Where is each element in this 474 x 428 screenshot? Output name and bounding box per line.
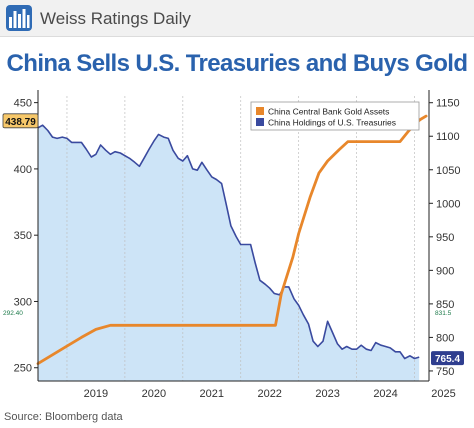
- x-tick-label-2023: 2023: [315, 388, 339, 400]
- legend-label-treasuries: China Holdings of U.S. Treasuries: [268, 118, 396, 128]
- left-tick-label-250: 250: [14, 363, 32, 375]
- x-tick-label-2025: 2025: [431, 388, 455, 400]
- treasuries-line: [37, 124, 420, 360]
- x-tick-label-2019: 2019: [84, 388, 108, 400]
- value-label-treasuries-start: 438.79: [5, 117, 36, 128]
- bar-chart-logo-icon: [6, 5, 32, 31]
- brand-name: Weiss Ratings Daily: [40, 9, 191, 28]
- left-tick-label-400: 400: [14, 164, 32, 176]
- right-tick-label-1100: 1100: [436, 131, 460, 143]
- legend-swatch-treasuries: [256, 118, 264, 126]
- left-tick-label-350: 350: [14, 230, 32, 242]
- left-tick-label-450: 450: [14, 98, 32, 110]
- gold-line: [36, 114, 428, 365]
- x-tick-label-2022: 2022: [257, 388, 281, 400]
- legend-label-gold: China Central Bank Gold Assets: [268, 107, 389, 117]
- x-tick-label-2024: 2024: [373, 388, 397, 400]
- legend-swatch-gold: [256, 107, 264, 115]
- right-tick-label-750: 750: [436, 366, 454, 378]
- value-badge-treasuries-end: [431, 351, 464, 366]
- right-tick-label-950: 950: [436, 232, 454, 244]
- right-tick-label-850: 850: [436, 299, 454, 311]
- right-tick-label-1050: 1050: [436, 165, 460, 177]
- right-tick-label-900: 900: [436, 265, 454, 277]
- right-tick-label-1000: 1000: [436, 198, 460, 210]
- right-tick-label-1150: 1150: [436, 98, 460, 110]
- value-label-right-small: 831.5: [435, 310, 452, 317]
- source-note: Source: Bloomberg data: [4, 411, 123, 423]
- x-tick-label-2020: 2020: [142, 388, 166, 400]
- legend-box: [250, 101, 420, 131]
- x-tick-label-2021: 2021: [200, 388, 224, 400]
- treasuries-area-fill: [38, 125, 420, 381]
- right-tick-label-800: 800: [436, 332, 454, 344]
- left-tick-label-300: 300: [14, 296, 32, 308]
- value-label-left-small: 292.40: [3, 310, 23, 317]
- value-badge-treasuries-start: [2, 113, 39, 129]
- value-label-treasuries-end: 765.4: [435, 354, 460, 365]
- header-bar: Weiss Ratings Daily: [0, 0, 474, 37]
- chart-title: China Sells U.S. Treasuries and Buys Gol…: [6, 50, 468, 77]
